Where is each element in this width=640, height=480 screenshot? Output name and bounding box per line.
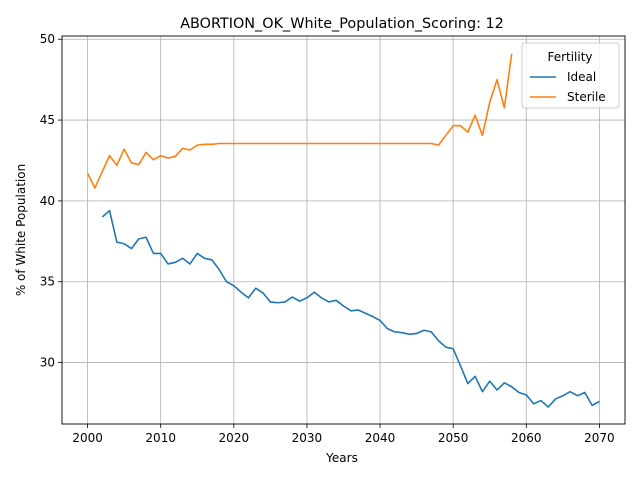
x-tick-label: 2020 [219, 431, 250, 445]
y-tick-label: 35 [40, 275, 55, 289]
series-lines [86, 53, 600, 408]
series-line-sterile [86, 53, 513, 189]
x-tick-label: 2040 [365, 431, 396, 445]
x-tick-label: 2050 [438, 431, 469, 445]
y-tick-label: 30 [40, 356, 55, 370]
legend-label-ideal: Ideal [567, 70, 596, 84]
y-tick-label: 40 [40, 194, 55, 208]
y-tick-label: 50 [40, 32, 55, 46]
x-tick-label: 2000 [72, 431, 103, 445]
legend: Fertility Ideal Sterile [521, 42, 620, 109]
x-axis-label: Years [325, 451, 358, 465]
x-tick-label: 2070 [584, 431, 615, 445]
legend-label-sterile: Sterile [567, 90, 606, 104]
axis-ticks: 2000 2010 2020 2030 2040 2050 2060 2070 30 35 40 45… [40, 32, 615, 445]
legend-title: Fertility [547, 50, 592, 64]
x-tick-label: 2010 [145, 431, 176, 445]
y-axis-label: % of White Population [14, 164, 28, 296]
series-line-ideal [101, 209, 600, 408]
y-tick-label: 45 [40, 113, 55, 127]
legend-box [521, 42, 620, 109]
legend-items: Ideal Sterile [530, 70, 606, 104]
x-tick-label: 2030 [292, 431, 323, 445]
chart-title: ABORTION_OK_White_Population_Scoring: 12 [180, 16, 504, 32]
x-tick-label: 2060 [511, 431, 542, 445]
plot-frame [61, 35, 626, 425]
